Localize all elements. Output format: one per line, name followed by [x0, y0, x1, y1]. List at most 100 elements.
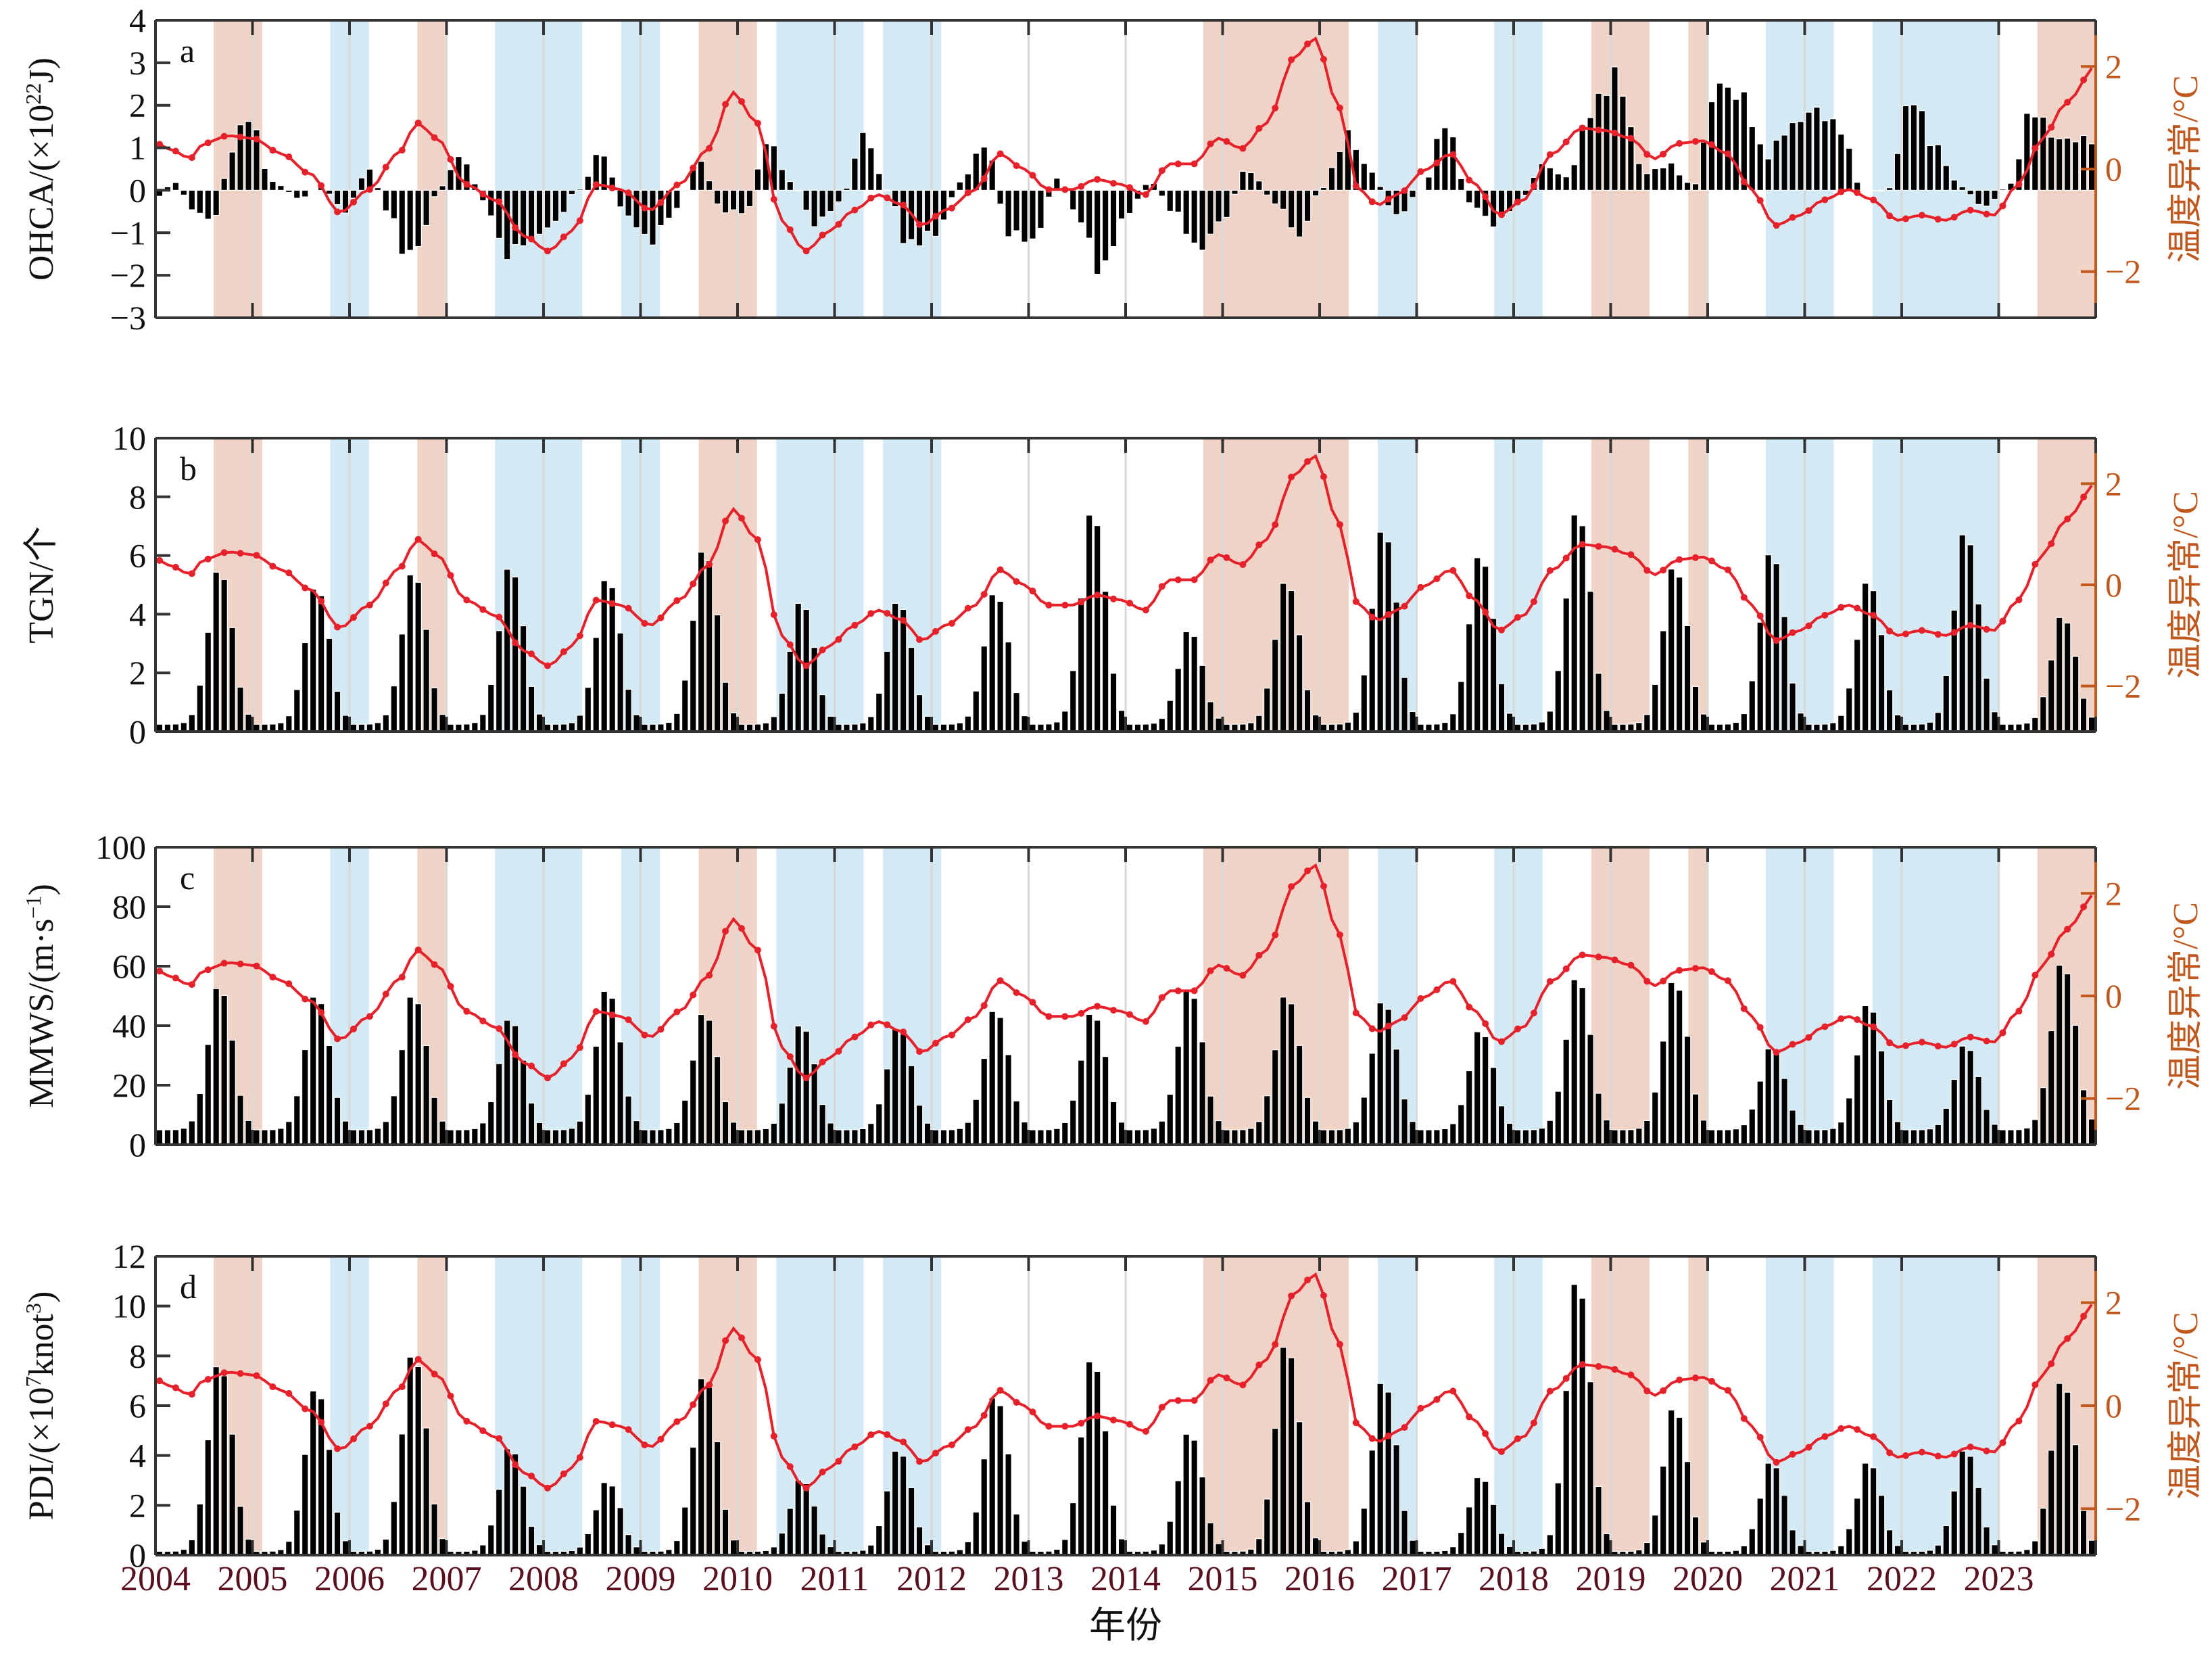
temperature-point	[576, 1454, 583, 1461]
temperature-point	[1918, 627, 1925, 634]
bar	[713, 189, 721, 205]
bar	[1376, 1383, 1384, 1556]
bar	[1942, 1108, 1950, 1145]
temperature-point	[1401, 602, 1408, 610]
bar	[1401, 1510, 1408, 1556]
temp-tick-label: 0	[2105, 566, 2122, 604]
bar	[948, 189, 956, 198]
bar	[1643, 173, 1651, 191]
temperature-point	[1967, 206, 1974, 214]
temperature-point	[285, 569, 293, 577]
bar	[778, 169, 786, 191]
temperature-point	[366, 1423, 373, 1430]
bar	[2031, 717, 2039, 732]
temperature-point	[884, 1021, 891, 1028]
bar	[1271, 638, 1279, 732]
temperature-point	[1466, 176, 1473, 184]
bar	[527, 1525, 535, 1556]
bar	[899, 189, 907, 244]
temperature-point	[2031, 972, 2039, 979]
bar	[972, 1511, 980, 1556]
temperature-point	[1579, 951, 1586, 959]
temperature-point	[1886, 1039, 1894, 1047]
temperature-point	[722, 101, 729, 108]
temperature-point	[1627, 135, 1635, 142]
bar	[1458, 178, 1465, 191]
bar	[1109, 1101, 1117, 1145]
bar	[1117, 710, 1126, 732]
bar	[1328, 167, 1336, 191]
temperature-point	[560, 233, 567, 241]
bar	[406, 574, 414, 732]
temperature-point	[1482, 1020, 1489, 1027]
temperature-point	[1223, 965, 1230, 972]
bar	[1691, 686, 1700, 732]
bar	[625, 1095, 632, 1145]
bar	[164, 1129, 172, 1145]
panel-letter: b	[180, 450, 197, 487]
temperature-point	[1660, 977, 1667, 984]
temperature-point	[1304, 867, 1312, 874]
bar	[1603, 1533, 1610, 1556]
bar	[1538, 721, 1546, 732]
bar	[2031, 1540, 2039, 1556]
bar	[1700, 141, 1708, 191]
bar	[1021, 189, 1028, 243]
temperature-point	[414, 946, 422, 953]
temperature-point	[1401, 1424, 1408, 1431]
bar	[398, 1433, 406, 1556]
bar	[827, 715, 834, 732]
bar	[245, 1538, 252, 1556]
bar	[1934, 144, 1942, 191]
bar	[681, 189, 689, 192]
bar	[1797, 713, 1804, 732]
bar	[1675, 1417, 1683, 1556]
bar	[1061, 711, 1069, 732]
temperature-point	[1595, 953, 1602, 961]
temperature-point	[819, 1058, 826, 1066]
bar	[1894, 153, 1902, 191]
bar	[212, 189, 220, 216]
temperature-point	[980, 1002, 988, 1009]
temperature-point	[1756, 612, 1764, 619]
bar	[1287, 590, 1295, 732]
temperature-point	[1950, 214, 1958, 221]
bar	[1037, 1129, 1044, 1145]
bar	[1861, 583, 1869, 732]
bar	[2047, 1450, 2055, 1556]
temperature-point	[1870, 611, 1877, 619]
bar	[309, 588, 317, 732]
y-axis-label: MMWS/(m·s−1)	[21, 884, 61, 1108]
temperature-point	[1352, 598, 1360, 605]
bar	[608, 1485, 616, 1556]
y-axis-label-part: )	[22, 884, 61, 895]
bar	[1667, 982, 1675, 1145]
temperature-point	[1158, 994, 1165, 1001]
temperature-point	[414, 536, 422, 543]
temperature-point	[1466, 1413, 1473, 1421]
bar	[414, 1366, 422, 1556]
bar	[1207, 1522, 1214, 1556]
bar	[1215, 717, 1222, 732]
temperature-point	[900, 201, 907, 209]
bar	[1967, 544, 1974, 732]
bar	[1352, 1121, 1360, 1145]
bar	[317, 595, 325, 732]
bar	[1295, 1045, 1303, 1145]
bar	[1967, 189, 1974, 195]
temperature-point	[1223, 1374, 1230, 1381]
la-nina-shade	[1494, 847, 1543, 1145]
bar	[738, 1129, 746, 1145]
temperature-axis-label: 温度异常/°C	[2167, 902, 2205, 1090]
bar	[1473, 1031, 1481, 1145]
bar	[220, 579, 228, 732]
bar	[406, 1356, 414, 1556]
temperature-point	[1805, 622, 1812, 629]
bar	[786, 181, 794, 191]
temperature-point	[1546, 567, 1554, 574]
bar	[495, 630, 503, 732]
temperature-point	[237, 1370, 244, 1377]
temperature-point	[1773, 1458, 1780, 1466]
bar	[1667, 162, 1675, 191]
bar	[835, 1129, 842, 1145]
